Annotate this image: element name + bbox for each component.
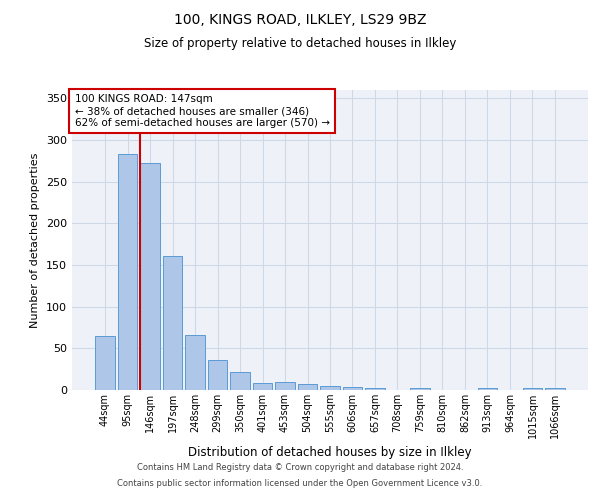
Bar [163, 256, 182, 390]
Bar [208, 360, 227, 390]
Bar [410, 388, 430, 390]
X-axis label: Distribution of detached houses by size in Ilkley: Distribution of detached houses by size … [188, 446, 472, 460]
Bar [523, 388, 542, 390]
Bar [253, 382, 272, 390]
Bar [275, 382, 295, 390]
Text: Contains HM Land Registry data © Crown copyright and database right 2024.: Contains HM Land Registry data © Crown c… [137, 464, 463, 472]
Bar [365, 388, 385, 390]
Bar [320, 386, 340, 390]
Bar [95, 336, 115, 390]
Bar [298, 384, 317, 390]
Bar [140, 164, 160, 390]
Bar [478, 388, 497, 390]
Bar [230, 372, 250, 390]
Bar [343, 386, 362, 390]
Y-axis label: Number of detached properties: Number of detached properties [31, 152, 40, 328]
Text: Size of property relative to detached houses in Ilkley: Size of property relative to detached ho… [144, 38, 456, 51]
Text: 100, KINGS ROAD, ILKLEY, LS29 9BZ: 100, KINGS ROAD, ILKLEY, LS29 9BZ [174, 12, 426, 26]
Bar [118, 154, 137, 390]
Bar [545, 388, 565, 390]
Text: 100 KINGS ROAD: 147sqm
← 38% of detached houses are smaller (346)
62% of semi-de: 100 KINGS ROAD: 147sqm ← 38% of detached… [74, 94, 329, 128]
Bar [185, 335, 205, 390]
Text: Contains public sector information licensed under the Open Government Licence v3: Contains public sector information licen… [118, 478, 482, 488]
